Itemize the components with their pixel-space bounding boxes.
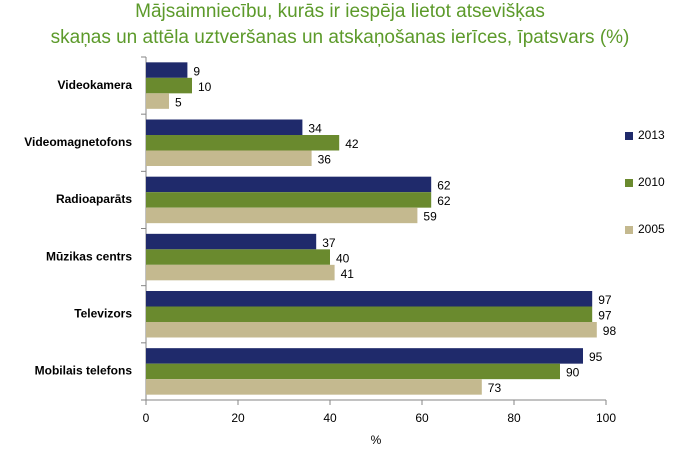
value-label: 90 xyxy=(566,366,580,380)
value-label: 97 xyxy=(598,308,612,322)
bar xyxy=(146,233,317,250)
value-label: 10 xyxy=(198,80,212,94)
y-tick-label: Radioaparāts xyxy=(56,192,132,206)
bar xyxy=(146,322,597,338)
value-label: 62 xyxy=(437,194,451,208)
value-label: 73 xyxy=(488,381,502,395)
bar xyxy=(146,363,560,380)
y-tick-label: Videomagnetofons xyxy=(24,135,132,149)
value-label: 42 xyxy=(345,137,359,151)
value-label: 36 xyxy=(318,152,332,166)
value-label: 9 xyxy=(193,64,200,78)
x-tick-label: 100 xyxy=(596,411,616,425)
chart-title: Mājsaimniecību, kurās ir iespēja lietot … xyxy=(135,1,545,22)
legend-swatch xyxy=(625,132,633,140)
legend-swatch xyxy=(625,226,633,234)
value-label: 5 xyxy=(175,95,182,109)
value-label: 62 xyxy=(437,179,451,193)
value-label: 95 xyxy=(589,350,603,364)
x-tick-label: 40 xyxy=(323,411,337,425)
bar xyxy=(146,207,418,224)
y-tick-label: Mobilais telefons xyxy=(35,364,133,378)
bar xyxy=(146,77,192,94)
value-label: 41 xyxy=(341,267,355,281)
value-label: 59 xyxy=(423,210,437,224)
value-label: 34 xyxy=(308,121,322,135)
y-tick-label: Televizors xyxy=(74,306,132,320)
bar xyxy=(146,348,583,364)
bar xyxy=(146,150,312,166)
x-axis-label: % xyxy=(371,433,382,447)
bar xyxy=(146,379,482,395)
legend-swatch xyxy=(625,179,633,187)
bar xyxy=(146,291,593,307)
bar xyxy=(146,119,303,135)
bar xyxy=(146,192,432,208)
x-tick-label: 20 xyxy=(231,411,245,425)
legend-label: 2010 xyxy=(638,175,665,189)
y-tick-label: Videokamera xyxy=(58,78,133,92)
x-tick-label: 60 xyxy=(415,411,429,425)
bar xyxy=(146,135,340,151)
chart-title: skaņas un attēla uztveršanas un atskaņoš… xyxy=(51,27,630,48)
value-label: 98 xyxy=(603,324,617,338)
value-label: 37 xyxy=(322,236,336,250)
value-label: 40 xyxy=(336,251,350,265)
x-tick-label: 0 xyxy=(143,411,150,425)
x-tick-label: 80 xyxy=(507,411,521,425)
bar xyxy=(146,93,169,109)
value-label: 97 xyxy=(598,293,612,307)
y-tick-label: Mūzikas centrs xyxy=(46,249,132,263)
bar xyxy=(146,264,335,281)
legend-label: 2013 xyxy=(638,128,665,142)
legend-label: 2005 xyxy=(638,222,665,236)
bar xyxy=(146,62,188,78)
bar xyxy=(146,249,330,265)
bar xyxy=(146,306,593,322)
bar xyxy=(146,176,432,193)
